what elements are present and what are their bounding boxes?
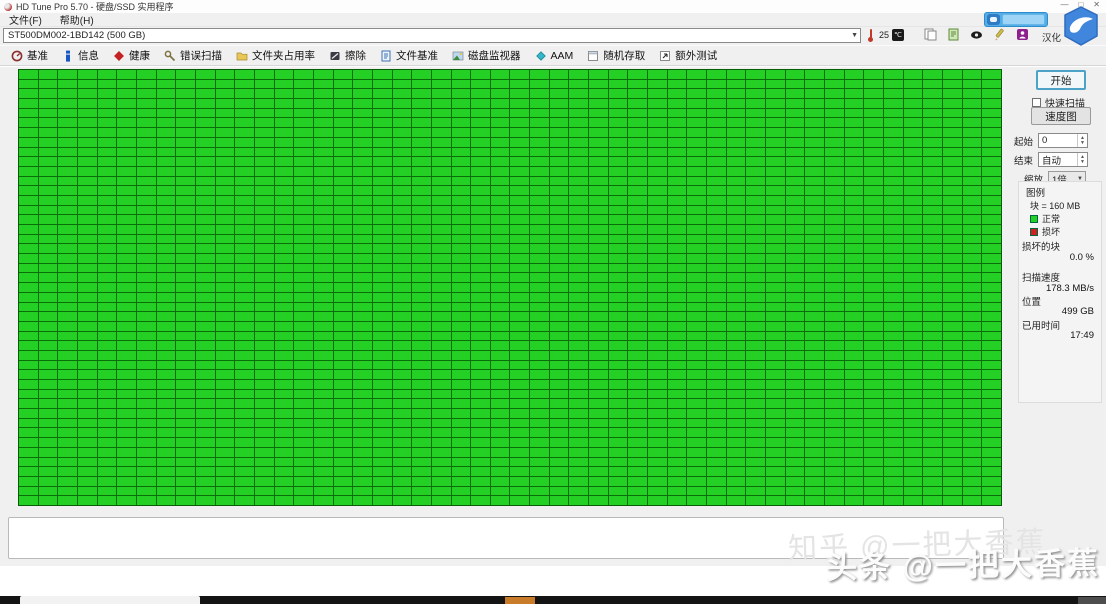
bottom-white-strip (0, 566, 1106, 596)
legend-ok-swatch (1030, 214, 1038, 223)
legend-damaged: 损坏 (1030, 225, 1060, 238)
legend-block-size: 块 = 160 MB (1030, 201, 1081, 211)
drive-select-value: ST500DM002-1BD142 (500 GB) (8, 30, 146, 41)
taskbar-segment-light[interactable] (20, 596, 200, 604)
toolbar-aam[interactable]: AAM (528, 48, 581, 64)
menu-help[interactable]: 帮助(H) (59, 16, 94, 27)
quick-scan-checkbox[interactable] (1032, 98, 1041, 107)
stat-elapsed-value: 17:49 (1070, 330, 1094, 341)
temperature-unit-badge: ℃ (892, 29, 904, 41)
health-icon (114, 50, 124, 61)
random-access-icon (588, 50, 599, 61)
window-title: HD Tune Pro 5.70 - 硬盘/SSD 实用程序 (16, 2, 174, 12)
extra-tests-icon (660, 50, 671, 61)
watermark-toutiao: 头条 @一把大香蕉 (825, 545, 1101, 586)
taskbar-edge (0, 596, 1106, 604)
error-scan-icon (164, 50, 176, 61)
stat-damaged-value: 0.0 % (1069, 252, 1094, 263)
chevron-down-icon: ▼ (1077, 175, 1083, 182)
speed-map-button[interactable]: 速度图 (1031, 107, 1091, 125)
camera-icon[interactable] (970, 28, 983, 41)
disk-monitor-icon (452, 51, 464, 60)
end-position-row: 结束 自动 ▲ ▼ (1014, 152, 1088, 167)
minimize-button[interactable]: — (1060, 0, 1069, 9)
menu-file[interactable]: 文件(F) (9, 16, 42, 27)
title-bar: HD Tune Pro 5.70 - 硬盘/SSD 实用程序 — □ ✕ (0, 0, 1106, 13)
stat-position-label: 位置 (1022, 297, 1042, 308)
hanhua-label: 汉化 (1042, 33, 1062, 44)
start-position-spinner[interactable]: 0 ▲ ▼ (1038, 133, 1088, 148)
stat-elapsed-label: 已用时间 (1022, 321, 1061, 332)
toolbar-health[interactable]: 健康 (106, 46, 157, 65)
start-position-row: 起始 0 ▲ ▼ (1014, 133, 1088, 148)
toolbar-file-benchmark[interactable]: 文件基准 (373, 46, 445, 65)
drive-select[interactable]: ST500DM002-1BD142 (500 GB) ▼ (3, 28, 861, 43)
toolbar-random-access[interactable]: 随机存取 (580, 46, 652, 65)
xunlei-logo-icon[interactable] (1060, 6, 1102, 46)
toolbar-folder-usage[interactable]: 文件夹占用率 (229, 46, 322, 65)
start-button[interactable]: 开始 (1036, 70, 1086, 90)
menu-bar: 文件(F) 帮助(H) (0, 13, 1106, 27)
maximize-button[interactable]: □ (1078, 0, 1084, 9)
legend-damaged-swatch (1030, 227, 1038, 236)
toolbar-extra-tests[interactable]: 额外测试 (652, 46, 724, 65)
app-icon (4, 2, 12, 11)
toolbar-erase[interactable]: 擦除 (322, 46, 373, 65)
app-badge-icon[interactable] (1016, 28, 1029, 41)
save-icon[interactable] (947, 28, 960, 41)
legend-ok: 正常 (1030, 212, 1060, 225)
toolbar-info[interactable]: 信息 (55, 46, 106, 65)
benchmark-icon (11, 50, 23, 61)
toolbar-benchmark[interactable]: 基准 (4, 46, 55, 65)
erase-icon (330, 51, 340, 60)
file-benchmark-icon (381, 50, 391, 61)
spinner-arrows-icon[interactable]: ▲ ▼ (1077, 134, 1087, 147)
pencil-icon[interactable] (993, 28, 1006, 41)
temperature-value: 25 (879, 30, 890, 40)
scan-control-panel: 开始 快速扫描 速度图 起始 0 ▲ ▼ 结束 自动 ▲ ▼ (1010, 67, 1106, 417)
capture-input[interactable] (1002, 14, 1045, 25)
drive-bar: ST500DM002-1BD142 (500 GB) ▼ 25 ℃ 汉 (0, 27, 1106, 45)
capture-icon (987, 14, 1000, 25)
toolbar-disk-monitor[interactable]: 磁盘监视器 (445, 46, 528, 65)
thermometer-icon (868, 29, 874, 42)
legend-title: 图例 (1026, 188, 1046, 199)
taskbar-segment-orange[interactable] (505, 597, 535, 604)
stat-speed-label: 扫描速度 (1022, 273, 1061, 284)
folder-usage-icon (236, 52, 248, 60)
end-position-spinner[interactable]: 自动 ▲ ▼ (1038, 152, 1088, 167)
quick-scan-row[interactable]: 快速扫描 (1032, 95, 1085, 110)
chevron-down-icon: ▼ (851, 32, 858, 39)
main-toolbar: 基准 信息 健康 错误扫描 文件夹占用率 擦除 文件基准 磁盘监视器 (0, 45, 1106, 66)
status-message-box (8, 517, 1004, 559)
stat-position-value: 499 GB (1061, 306, 1094, 317)
copy-icon[interactable] (924, 28, 937, 41)
spinner-arrows-icon[interactable]: ▲ ▼ (1077, 153, 1087, 166)
stat-speed-value: 178.3 MB/s (1045, 283, 1094, 294)
close-button[interactable]: ✕ (1093, 0, 1100, 9)
scan-grid (18, 69, 1002, 506)
quick-scan-label: 快速扫描 (1045, 99, 1085, 110)
taskbar-segment-gray[interactable] (1078, 597, 1106, 604)
stat-damaged-label: 损坏的块 (1022, 242, 1061, 253)
toolbar-error-scan[interactable]: 错误扫描 (157, 46, 229, 65)
error-scan-view: 开始 快速扫描 速度图 起始 0 ▲ ▼ 结束 自动 ▲ ▼ (0, 67, 1106, 566)
aam-icon (535, 50, 546, 61)
info-icon (66, 50, 70, 62)
capture-widget[interactable] (984, 12, 1048, 27)
